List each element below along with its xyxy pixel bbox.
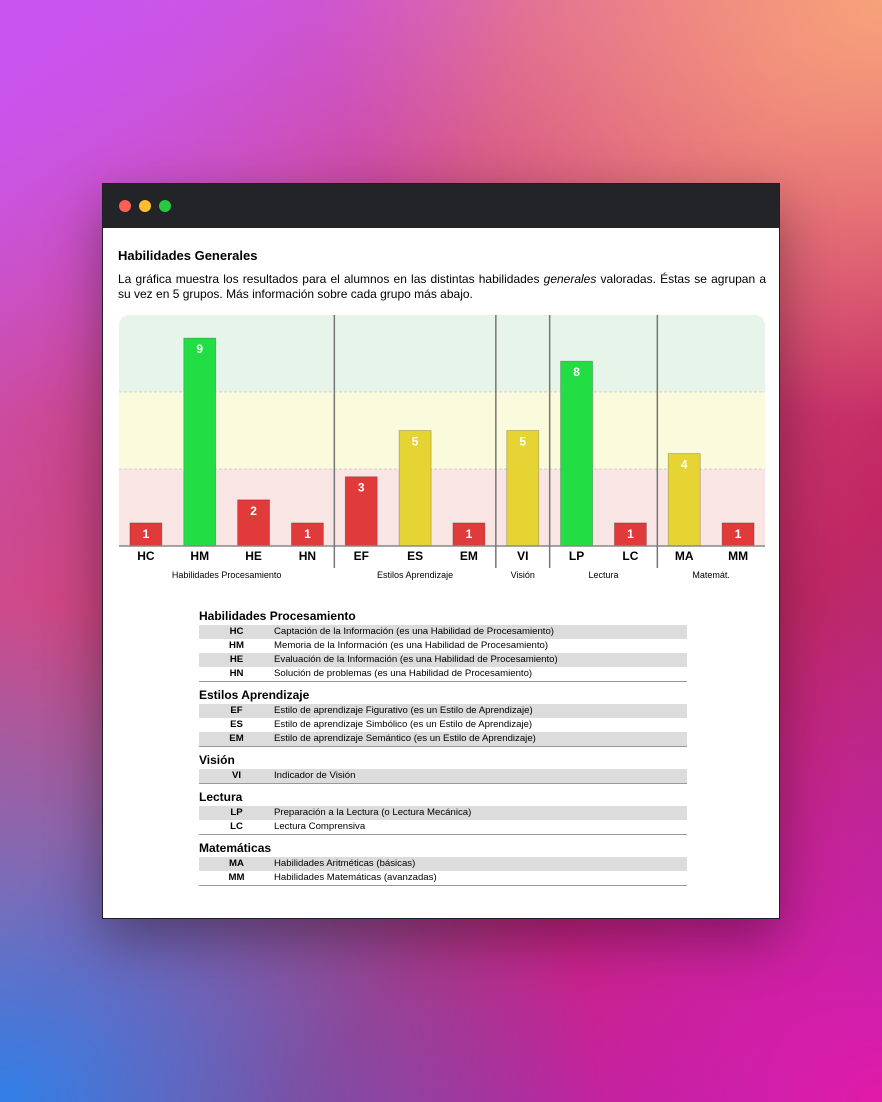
legend-row: EF Estilo de aprendizaje Figurativo (es u… — [199, 704, 687, 718]
legend-row: VI Indicador de Visión — [199, 769, 687, 783]
legend-abbr: MM — [228, 872, 245, 883]
bar-value-hn: 1 — [304, 527, 311, 541]
intro-text-emphasis: generales — [543, 272, 597, 286]
legend-table: EF Estilo de aprendizaje Figurativo (es u… — [199, 704, 687, 747]
abilities-legend: Habilidades Procesamiento HC Captación de … — [199, 608, 687, 891]
legend-abbr: HE — [229, 654, 244, 665]
legend-row: HE Evaluación de la Información (es una H… — [199, 653, 687, 667]
tick-label-ma: MA — [675, 549, 694, 563]
bar-value-mm: 1 — [735, 527, 742, 541]
legend-abbr: EM — [229, 733, 244, 744]
tick-label-hc: HC — [137, 549, 155, 563]
tick-label-lp: LP — [569, 549, 584, 563]
legend-row: HN Solución de problemas (es una Habilida… — [199, 667, 687, 681]
tick-label-he: HE — [245, 549, 262, 563]
section-title: Habilidades Generales — [118, 248, 258, 263]
tick-label-es: ES — [407, 549, 423, 563]
legend-group-title: Lectura — [199, 790, 243, 804]
legend-abbr: HM — [229, 640, 244, 651]
legend-table: LP Preparación a la Lectura (o Lectura Me… — [199, 806, 687, 835]
bar-value-ma: 4 — [681, 458, 688, 472]
legend-description: Memoria de la Información (es una Habili… — [274, 640, 549, 651]
legend-row: HC Captación de la Información (es una Ha… — [199, 625, 687, 639]
legend-row: MA Habilidades Aritméticas (básicas) — [199, 857, 687, 871]
tick-label-vi: VI — [517, 549, 528, 563]
legend-description: Habilidades Matemáticas (avanzadas) — [274, 872, 437, 883]
bar-value-hm: 9 — [196, 342, 203, 356]
legend-table: MA Habilidades Aritméticas (básicas) MM Hab… — [199, 857, 687, 886]
bar-es — [398, 430, 432, 547]
legend-table: VI Indicador de Visión — [199, 769, 687, 784]
legend-abbr: VI — [231, 770, 242, 781]
abilities-bar-chart: 1 HC 9 HM 2 HE 1 HN 3 EF 5 ES 1 EM 5 VI 8 LP 1 LC 4 MA 1 MM Habi… — [119, 315, 765, 580]
bar-he — [237, 499, 270, 547]
legend-row: LP Preparación a la Lectura (o Lectura Me… — [199, 806, 687, 820]
tick-label-em: EM — [460, 549, 478, 563]
legend-group-title: Visión — [199, 753, 235, 767]
legend-abbr: HC — [229, 626, 244, 637]
legend-description: Estilo de aprendizaje Simbólico (es un E… — [274, 719, 533, 730]
bar-hm — [183, 337, 217, 547]
minimize-window-button[interactable] — [139, 200, 151, 212]
legend-abbr: LP — [230, 807, 243, 818]
section-intro: La gráfica muestra los resultados para e… — [118, 272, 766, 302]
legend-group-title: Estilos Aprendizaje — [199, 688, 310, 702]
legend-row: EM Estilo de aprendizaje Semántico (es un… — [199, 732, 687, 746]
bar-ma — [667, 453, 701, 547]
legend-description: Preparación a la Lectura (o Lectura Mecá… — [274, 807, 472, 818]
bar-value-he: 2 — [250, 504, 257, 518]
bar-value-hc: 1 — [143, 527, 150, 541]
tick-label-lc: LC — [622, 549, 638, 563]
tick-label-hm: HM — [190, 549, 209, 563]
legend-abbr: ES — [230, 719, 243, 730]
legend-table: HC Captación de la Información (es una Ha… — [199, 625, 687, 682]
bar-value-em: 1 — [466, 527, 473, 541]
document-content: Habilidades Generales La gráfica muestra… — [103, 228, 779, 919]
legend-row: ES Estilo de aprendizaje Simbólico (es un… — [199, 718, 687, 732]
tick-label-hn: HN — [299, 549, 316, 563]
bar-value-lp: 8 — [573, 365, 580, 379]
legend-abbr: MA — [229, 858, 244, 869]
intro-text-end: valoradas. Éstas se agrupan a su vez en … — [118, 272, 766, 301]
legend-row: LC Lectura Comprensiva — [199, 820, 687, 834]
legend-description: Estilo de aprendizaje Figurativo (es un … — [274, 705, 533, 716]
group-label-4: Matemát. — [692, 570, 730, 580]
tick-label-mm: MM — [728, 549, 748, 563]
legend-abbr: EF — [230, 705, 243, 716]
app-window: Habilidades Generales La gráfica muestra… — [102, 183, 780, 919]
legend-description: Estilo de aprendizaje Semántico (es un E… — [274, 733, 536, 744]
legend-group-title: Habilidades Procesamiento — [199, 609, 356, 623]
legend-description: Lectura Comprensiva — [274, 821, 366, 832]
legend-group-title: Matemáticas — [199, 841, 272, 855]
tick-label-ef: EF — [354, 549, 369, 563]
legend-description: Habilidades Aritméticas (básicas) — [274, 858, 416, 869]
group-label-1: Estilos Aprendizaje — [377, 570, 453, 580]
bar-ef — [344, 476, 378, 547]
bar-value-ef: 3 — [358, 481, 365, 495]
legend-description: Evaluación de la Información (es una Hab… — [274, 654, 558, 665]
bar-lp — [560, 360, 593, 547]
legend-description: Solución de problemas (es una Habilidad … — [274, 668, 533, 679]
close-window-button[interactable] — [119, 200, 131, 212]
group-label-3: Lectura — [588, 570, 618, 580]
legend-abbr: LC — [230, 821, 243, 832]
legend-row: MM Habilidades Matemáticas (avanzadas) — [199, 871, 687, 885]
legend-description: Captación de la Información (es una Habi… — [274, 626, 554, 637]
intro-text-start: La gráfica muestra los resultados para e… — [118, 272, 544, 286]
group-label-2: Visión — [511, 570, 535, 580]
legend-abbr: HN — [229, 668, 244, 679]
legend-description: Indicador de Visión — [274, 770, 356, 781]
bar-value-lc: 1 — [627, 527, 634, 541]
bar-value-vi: 5 — [519, 435, 526, 449]
legend-row: HM Memoria de la Información (es una Habi… — [199, 639, 687, 653]
zoom-window-button[interactable] — [159, 200, 171, 212]
title-bar — [103, 184, 779, 228]
group-label-0: Habilidades Procesamiento — [172, 570, 282, 580]
bar-value-es: 5 — [412, 435, 419, 449]
